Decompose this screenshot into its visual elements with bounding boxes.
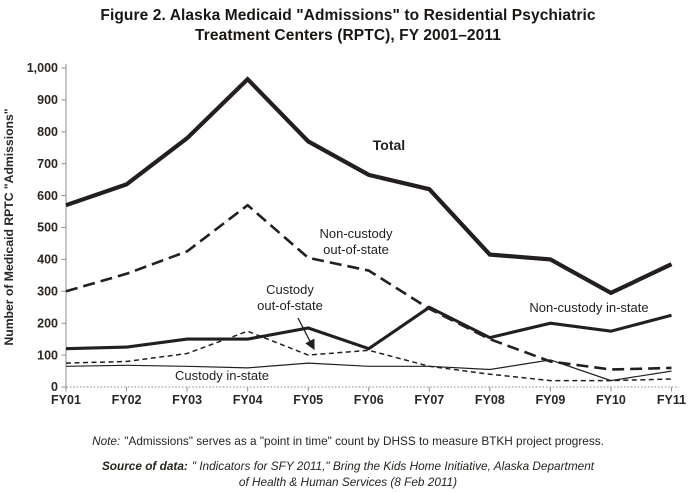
non-custody-in-state-label: Non-custody in-state (529, 300, 648, 315)
source-prefix: Source of data: (101, 459, 188, 473)
x-tick-label-fy09: FY09 (535, 393, 565, 407)
note-text: "Admissions" serves as a "point in time"… (124, 434, 604, 448)
y-tick-label: 900 (37, 93, 58, 107)
y-tick-label: 500 (37, 221, 58, 235)
custody-in-state-label: Custody in-state (175, 368, 269, 383)
y-tick-label: 800 (37, 125, 58, 139)
x-tick-label-fy11: FY11 (657, 393, 686, 407)
figure-title-line2: Treatment Centers (RPTC), FY 2001–2011 (195, 27, 501, 44)
x-tick-label-fy04: FY04 (233, 393, 263, 407)
x-tick-label-fy08: FY08 (475, 393, 505, 407)
series-line-custody-in-state (65, 359, 672, 382)
series-line-total (65, 76, 673, 296)
total-label: Total (373, 137, 405, 153)
note-prefix: Note: (92, 434, 121, 448)
custody-out-of-state-label: out-of-state (257, 298, 323, 313)
figure-source-line1: Source of data: " Indicators for SFY 2011… (0, 459, 696, 473)
x-tick-label-fy01: FY01 (51, 393, 81, 407)
y-tick-label: 100 (37, 348, 58, 362)
y-tick-label: 600 (37, 189, 58, 203)
figure-note: Note: "Admissions" serves as a "point in … (0, 434, 696, 448)
y-tick-label: 300 (37, 285, 58, 299)
y-tick-label: 700 (37, 157, 58, 171)
y-tick-label: 200 (37, 316, 58, 330)
custody-out-of-state-label-arrow (297, 317, 315, 351)
custody-out-of-state-label: Custody (266, 282, 314, 297)
series-line-custody-out-of-state (65, 330, 672, 382)
y-tick-label: 0 (51, 380, 58, 394)
series-line-non-custody-out-of-state (65, 203, 672, 371)
series-line-non-custody-in-state (65, 305, 672, 351)
x-tick-label-fy07: FY07 (414, 393, 444, 407)
y-tick-label: 400 (37, 253, 58, 267)
x-tick-label-fy03: FY03 (172, 393, 202, 407)
figure-source-line2: of Health & Human Services (8 Feb 2011) (238, 475, 458, 489)
y-axis-title: Number of Medicaid RPTC "Admissions" (2, 108, 16, 345)
x-tick-label-fy10: FY10 (596, 393, 626, 407)
x-tick-label-fy05: FY05 (293, 393, 323, 407)
non-custody-out-of-state-label: Non-custody (320, 226, 393, 241)
non-custody-out-of-state-label: out-of-state (323, 242, 389, 257)
figure-title: Figure 2. Alaska Medicaid "Admissions" t… (0, 6, 696, 46)
y-tick-label: 1,000 (27, 61, 58, 75)
figure-title-line1: Figure 2. Alaska Medicaid "Admissions" t… (100, 7, 596, 24)
source-text-line1: " Indicators for SFY 2011," Bring the Ki… (191, 459, 595, 473)
x-tick-label-fy02: FY02 (112, 393, 142, 407)
x-tick-label-fy06: FY06 (354, 393, 384, 407)
